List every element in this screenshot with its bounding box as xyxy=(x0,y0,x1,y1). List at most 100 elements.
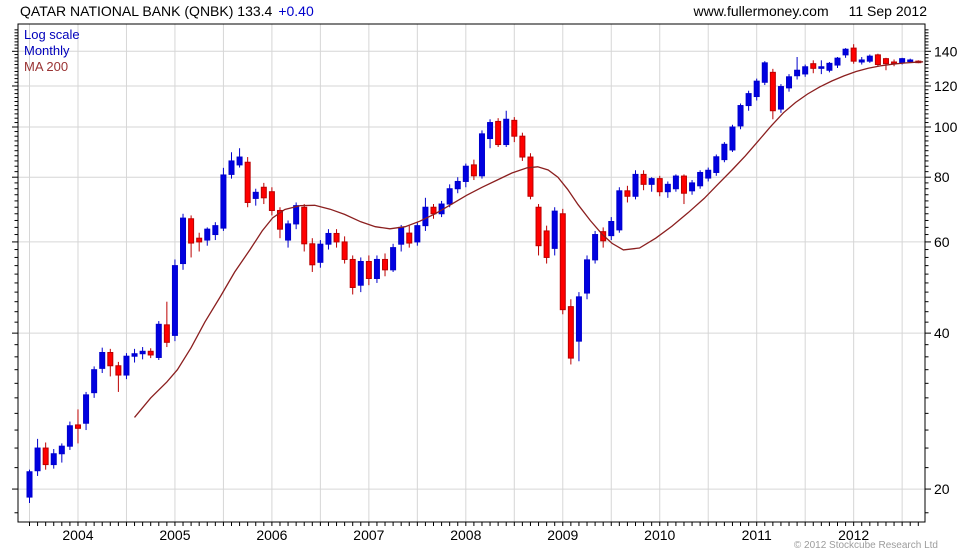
svg-text:140: 140 xyxy=(934,43,958,59)
svg-text:2011: 2011 xyxy=(742,527,772,543)
candle-up xyxy=(818,60,825,75)
candlesticks xyxy=(26,44,922,503)
candle-down xyxy=(495,118,502,147)
candle-down xyxy=(333,229,340,248)
candle-down xyxy=(365,255,372,286)
candle-up xyxy=(139,347,146,360)
candle-down xyxy=(535,204,542,256)
candle-up xyxy=(171,259,178,342)
legend-scale: Log scale xyxy=(24,27,80,42)
candle-up xyxy=(802,64,809,77)
candle-up xyxy=(91,366,98,398)
x-axis-labels: 2004 2005 2006 2007 2008 2009 2010 2011 2012 xyxy=(62,527,869,543)
candle-up xyxy=(672,174,679,192)
candle-up xyxy=(26,469,33,503)
candle-up xyxy=(228,152,235,179)
candle-up xyxy=(357,257,364,293)
candle-up xyxy=(454,177,461,194)
candle-up xyxy=(721,142,728,163)
legend-interval: Monthly xyxy=(24,43,70,58)
candle-up xyxy=(204,227,211,246)
svg-text:2010: 2010 xyxy=(644,527,675,543)
candle-up xyxy=(390,243,397,272)
candle-up xyxy=(50,448,57,469)
candle-up xyxy=(834,57,841,68)
candle-down xyxy=(470,159,477,181)
candle-down xyxy=(600,227,607,248)
candle-down xyxy=(382,253,389,277)
candle-down xyxy=(769,68,776,120)
chart-legend: Log scale Monthly MA 200 xyxy=(24,27,80,75)
candle-down xyxy=(42,442,49,470)
candle-up xyxy=(737,103,744,130)
svg-text:2007: 2007 xyxy=(353,527,384,543)
candle-down xyxy=(74,409,81,444)
candle-down xyxy=(349,255,356,295)
ma-200-line xyxy=(134,61,924,418)
candle-down xyxy=(188,215,195,258)
candle-up xyxy=(584,255,591,300)
candle-up xyxy=(664,181,671,198)
svg-text:60: 60 xyxy=(934,234,950,250)
candle-up xyxy=(34,438,41,476)
candle-down xyxy=(543,225,550,264)
candle-down xyxy=(656,175,663,197)
candle-up xyxy=(422,197,429,231)
candle-up xyxy=(745,90,752,111)
candle-down xyxy=(527,153,534,200)
candle-up xyxy=(705,167,712,182)
candle-down xyxy=(147,348,154,359)
candle-up xyxy=(373,255,380,283)
svg-text:100: 100 xyxy=(934,119,958,135)
candle-up xyxy=(842,48,849,58)
candle-up xyxy=(99,347,106,374)
candle-up xyxy=(761,61,768,86)
candle-up xyxy=(414,222,421,246)
legend-ma: MA 200 xyxy=(24,59,69,74)
candle-down xyxy=(640,170,647,191)
price-change: +0.40 xyxy=(278,3,314,19)
candle-up xyxy=(753,78,760,101)
svg-text:120: 120 xyxy=(934,78,958,94)
y-axis-labels: 20 40 60 80 100 120 140 xyxy=(934,43,958,497)
axis-ticks xyxy=(12,29,931,526)
svg-text:2008: 2008 xyxy=(450,527,481,543)
candle-up xyxy=(220,167,227,231)
chart-date: 11 Sep 2012 xyxy=(848,3,927,19)
candle-up xyxy=(180,213,187,270)
svg-text:20: 20 xyxy=(934,481,950,497)
candle-down xyxy=(115,361,122,392)
copyright-notice: © 2012 Stockcube Research Ltd xyxy=(793,540,938,551)
candle-down xyxy=(559,208,566,315)
svg-text:80: 80 xyxy=(934,169,950,185)
candle-up xyxy=(398,224,405,252)
candle-up xyxy=(252,188,259,206)
candle-down xyxy=(511,117,518,143)
candle-up xyxy=(66,421,73,450)
candle-up xyxy=(503,110,510,147)
svg-text:2006: 2006 xyxy=(256,527,287,543)
candle-down xyxy=(882,57,889,71)
candle-down xyxy=(309,238,316,272)
candle-up xyxy=(648,177,655,192)
candle-up xyxy=(794,57,801,80)
svg-text:40: 40 xyxy=(934,325,950,341)
candle-down xyxy=(163,301,170,348)
candle-up xyxy=(317,240,324,268)
chart-header-left: QATAR NATIONAL BANK (QNBK) 133.4 +0.40 xyxy=(20,3,314,19)
candle-down xyxy=(107,348,114,377)
candle-down xyxy=(196,232,203,252)
candle-down xyxy=(874,53,881,67)
candle-up xyxy=(608,217,615,241)
candle-up xyxy=(866,54,873,63)
chart-header-right: www.fullermoney.com 11 Sep 2012 xyxy=(694,3,928,19)
svg-text:2009: 2009 xyxy=(547,527,578,543)
candle-up xyxy=(58,443,65,463)
site-link: www.fullermoney.com xyxy=(693,3,829,19)
svg-text:2012: 2012 xyxy=(838,527,869,543)
candle-up xyxy=(616,187,623,233)
candle-up xyxy=(285,220,292,248)
candle-up xyxy=(131,348,138,363)
